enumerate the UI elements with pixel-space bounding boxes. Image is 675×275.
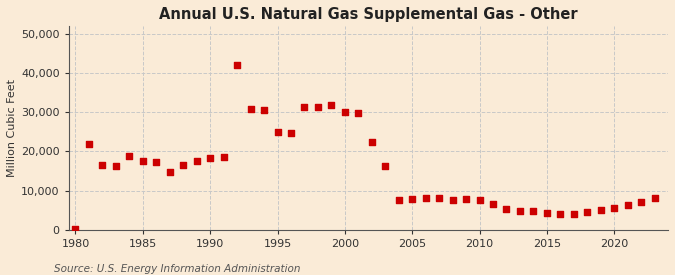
Point (259, 108, 269, 112)
Point (218, 155, 229, 160)
Point (460, 197, 471, 201)
Point (205, 155, 215, 160)
Point (514, 208, 525, 213)
Point (380, 164, 391, 169)
Point (245, 107, 256, 112)
Point (367, 139, 377, 144)
Point (84, 142, 95, 147)
Point (138, 159, 148, 163)
Point (394, 198, 404, 203)
Point (595, 208, 606, 212)
Point (447, 197, 458, 202)
Point (178, 163, 188, 167)
Point (541, 211, 552, 216)
Point (97, 163, 108, 167)
Point (487, 202, 498, 206)
Point (528, 209, 539, 213)
Point (501, 207, 512, 211)
Point (568, 212, 579, 217)
Point (151, 160, 162, 164)
Point (555, 212, 566, 216)
Point (636, 199, 647, 204)
Point (622, 203, 633, 208)
Text: Source: U.S. Energy Information Administration: Source: U.S. Energy Information Administ… (54, 264, 300, 274)
Point (232, 63, 242, 67)
Point (474, 198, 485, 202)
Point (434, 196, 445, 200)
Y-axis label: Million Cubic Feet: Million Cubic Feet (7, 79, 17, 177)
Point (649, 196, 660, 200)
Point (272, 130, 283, 134)
Point (407, 197, 418, 201)
Point (340, 110, 350, 114)
Point (299, 105, 310, 110)
Point (353, 111, 364, 115)
Point (609, 206, 620, 210)
Point (70, 227, 81, 232)
Point (286, 131, 296, 135)
Point (313, 104, 323, 109)
Point (111, 164, 122, 169)
Point (124, 154, 135, 159)
Point (326, 103, 337, 108)
Point (191, 159, 202, 163)
Point (582, 210, 593, 214)
Point (165, 170, 176, 174)
Title: Annual U.S. Natural Gas Supplemental Gas - Other: Annual U.S. Natural Gas Supplemental Gas… (159, 7, 578, 22)
Point (421, 196, 431, 200)
